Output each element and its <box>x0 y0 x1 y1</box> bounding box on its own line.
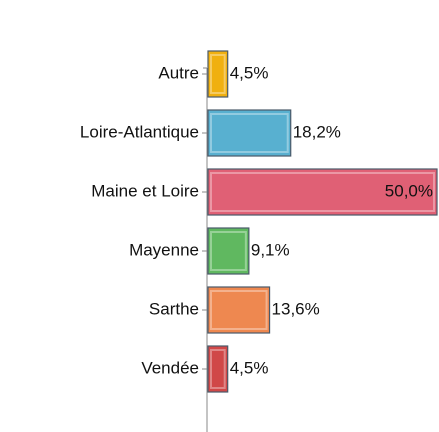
bar-bevel <box>210 54 226 94</box>
data-label: 13,6% <box>272 299 320 318</box>
data-label: 4,5% <box>230 63 269 82</box>
bar <box>207 286 271 334</box>
bar <box>207 345 229 393</box>
bar-bevel <box>210 349 226 389</box>
bar <box>207 50 229 98</box>
y-tick-label: Sarthe <box>149 299 199 318</box>
bar-bevel <box>210 231 247 271</box>
y-tick-label: Autre <box>158 63 199 82</box>
bar <box>207 168 438 216</box>
bar <box>207 227 250 275</box>
data-label: 4,5% <box>230 358 269 377</box>
bar-bevel <box>210 290 268 330</box>
bar-bevel <box>210 113 289 153</box>
y-tick-label: Loire-Atlantique <box>80 122 199 141</box>
data-label: 18,2% <box>293 122 341 141</box>
data-label: 50,0% <box>385 181 433 200</box>
y-tick-label: Mayenne <box>129 240 199 259</box>
y-tick-label: Maine et Loire <box>91 181 199 200</box>
y-tick-label: Vendée <box>141 358 199 377</box>
bar-bevel <box>210 172 435 212</box>
bar <box>207 109 292 157</box>
data-label: 9,1% <box>251 240 290 259</box>
